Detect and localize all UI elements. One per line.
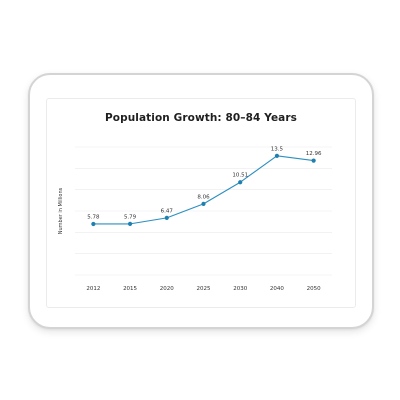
data-point	[201, 201, 206, 206]
x-tick-label: 2040	[270, 286, 284, 292]
x-tick-label: 2030	[233, 286, 247, 292]
data-label: 13.5	[271, 146, 284, 152]
data-label: 10.51	[232, 173, 248, 179]
data-point	[164, 215, 169, 220]
data-point	[91, 221, 96, 227]
x-tick-labels: 2012 2015 2020 2025 2030 2040 2050	[86, 286, 321, 292]
x-tick-label: 2020	[160, 286, 174, 292]
chart-card	[46, 98, 356, 308]
x-tick-label: 2025	[197, 286, 211, 292]
data-label: 8.06	[197, 194, 210, 200]
data-point	[127, 221, 133, 226]
data-point	[311, 158, 316, 163]
x-tick-label: 2015	[123, 286, 137, 292]
gridlines	[75, 146, 332, 276]
data-label: 12.96	[306, 151, 322, 157]
data-label: 5.78	[87, 214, 100, 220]
data-labels: 5.78 5.79 6.47 8.06 10.51 13.5 12.96	[87, 146, 322, 220]
series-group	[91, 153, 316, 227]
x-tick-label: 2050	[307, 286, 321, 292]
data-label: 5.79	[124, 214, 137, 220]
chart-title: Population Growth: 80–84 Years	[104, 112, 297, 124]
data-point	[274, 153, 280, 158]
y-axis-label: Number in Millions	[58, 187, 64, 234]
data-label: 6.47	[161, 208, 174, 214]
x-tick-label: 2012	[86, 286, 100, 292]
data-point	[238, 180, 243, 185]
